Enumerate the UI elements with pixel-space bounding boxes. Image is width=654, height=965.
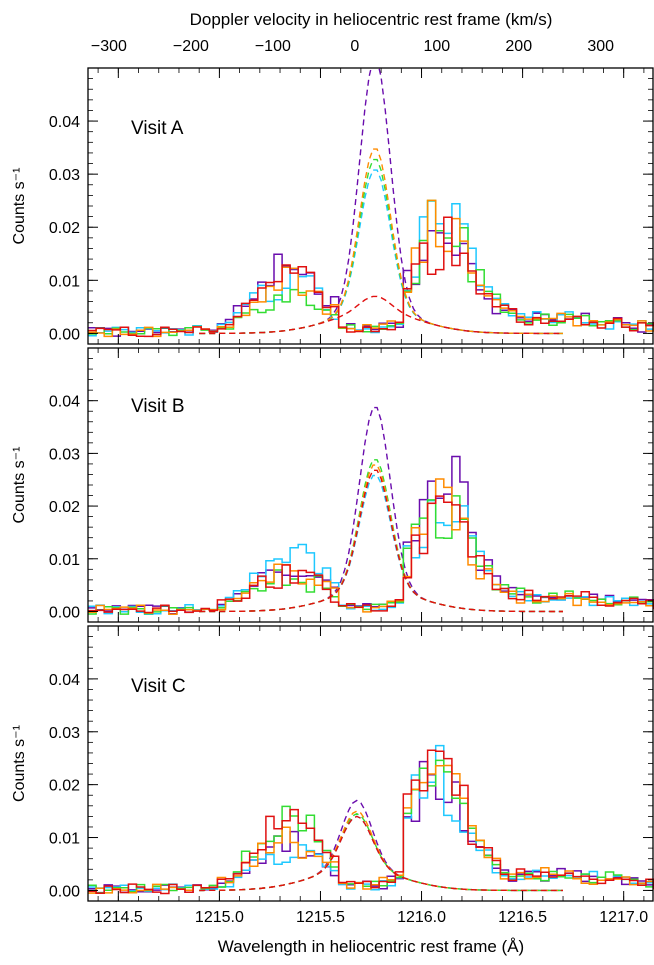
series-model-5: [199, 815, 563, 892]
series-step-2: [88, 744, 654, 892]
series-step-1: [88, 455, 654, 615]
series-model-5: [199, 469, 563, 613]
x-tick-label: 1215.0: [195, 909, 244, 926]
series-step-4: [88, 478, 654, 616]
top-tick-label: 0: [350, 38, 359, 55]
x-tick-label: 1214.5: [94, 909, 143, 926]
panels: 0.00 0.01 0.02 0.03 0.04 Visit A Counts s⁻¹ −30…: [11, 38, 654, 926]
panel-title: Visit A: [131, 118, 184, 139]
top-tick-label: −200: [173, 38, 209, 55]
y-tick-label: 0.01: [49, 552, 80, 569]
top-tick-label: 200: [505, 38, 532, 55]
series-model-5: [199, 295, 563, 335]
top-tick-label: 100: [423, 38, 450, 55]
x-tick-label: 1216.0: [397, 909, 446, 926]
y-axis-label: Counts s⁻¹: [11, 725, 28, 802]
y-tick-label: 0.04: [49, 394, 80, 411]
series-step-2: [88, 200, 654, 337]
plot-frame: [87, 625, 654, 902]
x-tick-label: 1217.0: [599, 909, 648, 926]
bottom-axis-title: Wavelength in heliocentric rest frame (Å…: [218, 937, 524, 956]
series-group: [88, 68, 654, 338]
series-step-4: [88, 199, 654, 338]
series-model-1: [199, 406, 563, 613]
y-tick-label: 0.00: [49, 604, 80, 621]
y-axis-label: Counts s⁻¹: [11, 168, 28, 245]
panel-visit-b: 0.00 0.01 0.02 0.03 0.04 Visit B Counts s⁻¹: [11, 347, 654, 623]
series-step-2: [88, 499, 654, 615]
series-step-3: [88, 199, 654, 337]
y-tick-label: 0.01: [49, 831, 80, 848]
y-tick-label: 0.00: [49, 326, 80, 343]
y-axis-label: Counts s⁻¹: [11, 447, 28, 524]
y-tick-label: 0.03: [49, 725, 80, 742]
y-tick-label: 0.04: [49, 672, 80, 689]
series-group: [88, 406, 654, 616]
plot-frame: [87, 67, 654, 345]
y-tick-label: 0.03: [49, 167, 80, 184]
top-axis-title: Doppler velocity in heliocentric rest fr…: [190, 10, 553, 29]
series-step-1: [88, 229, 654, 337]
top-tick-label: 300: [587, 38, 614, 55]
panel-title: Visit B: [131, 396, 185, 417]
series-step-5: [88, 749, 654, 895]
y-tick-label: 0.00: [49, 883, 80, 900]
y-tick-label: 0.02: [49, 499, 80, 516]
plot-frame: [87, 347, 654, 623]
y-tick-label: 0.02: [49, 778, 80, 795]
panel-title: Visit C: [131, 676, 186, 697]
y-tick-label: 0.04: [49, 114, 80, 131]
panel-visit-c: 1214.5 1215.0 1215.5 1216.0 1216.5 1217.0 0.00…: [11, 625, 654, 926]
y-tick-label: 0.03: [49, 446, 80, 463]
x-tick-label: 1216.5: [498, 909, 547, 926]
y-tick-label: 0.02: [49, 220, 80, 237]
top-tick-label: −300: [91, 38, 127, 55]
series-step-5: [88, 495, 654, 614]
x-tick-label: 1215.5: [296, 909, 345, 926]
top-tick-label: −100: [255, 38, 291, 55]
panel-visit-a: 0.00 0.01 0.02 0.03 0.04 Visit A Counts s⁻¹ −30…: [11, 38, 654, 345]
y-tick-label: 0.01: [49, 273, 80, 290]
series-group: [88, 744, 654, 895]
series-step-5: [88, 216, 654, 338]
